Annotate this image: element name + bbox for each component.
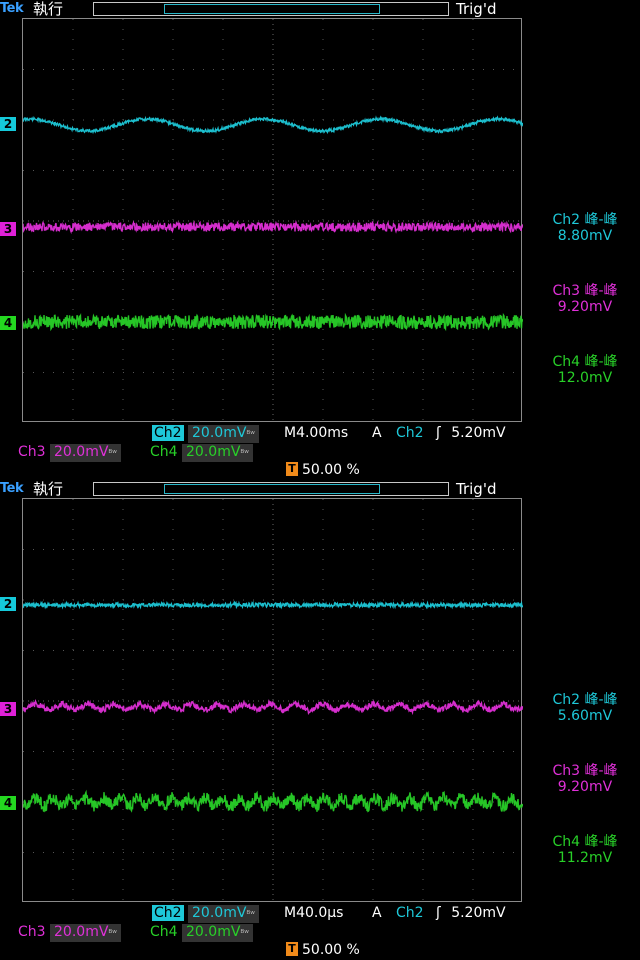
brand-logo: Tek	[0, 481, 24, 496]
ch3-label: Ch3	[18, 924, 46, 940]
ch3-waveform	[23, 699, 523, 716]
ch2-scale: 20.0mVᴮʷ	[188, 905, 259, 923]
ch2-label: Ch2	[152, 425, 184, 441]
ch2-waveform	[23, 115, 523, 135]
ch2-scale-value: 20.0mV	[192, 425, 247, 441]
ch4-scale-value: 20.0mV	[186, 444, 241, 460]
ch3-scale: 20.0mVᴮʷ	[50, 924, 121, 942]
ch2-scale: 20.0mVᴮʷ	[188, 425, 259, 443]
trigger-level: 5.20mV	[451, 425, 506, 441]
ch3-ground-marker[interactable]: 3	[0, 702, 16, 716]
ch3-label: Ch3	[18, 444, 46, 460]
trigger-level: 5.20mV	[451, 905, 506, 921]
trigger-position-readout[interactable]: T 50.00 %	[286, 942, 360, 958]
trigger-mode: A	[372, 905, 382, 921]
graticule-grid	[23, 499, 523, 903]
graticule-grid	[23, 19, 523, 423]
ch4-scale: 20.0mVᴮʷ	[182, 924, 253, 942]
ch2-status-readout[interactable]: Ch2 20.0mVᴮʷ	[152, 905, 259, 923]
bandwidth-limit-icon: ᴮʷ	[240, 929, 249, 939]
acquisition-mode: 執行	[33, 0, 64, 18]
ch4-status-readout[interactable]: Ch4 20.0mVᴮʷ	[150, 924, 253, 942]
ch2-scale-value: 20.0mV	[192, 905, 247, 921]
status-header: Tek 執行 Trig'd	[0, 480, 640, 498]
measurement-ch4-pk2pk: Ch4 峰-峰 12.0mV	[530, 354, 640, 386]
ch3-waveform	[23, 219, 523, 235]
trigger-t-icon: T	[286, 942, 298, 956]
measurement-value: 9.20mV	[557, 299, 613, 315]
timebase-readout[interactable]: M40.0µs	[284, 905, 344, 921]
ch4-waveform	[23, 789, 523, 813]
record-length-bar[interactable]	[93, 482, 449, 496]
waveform-graticule	[22, 498, 523, 903]
trigger-source: Ch2	[396, 905, 424, 921]
measurement-ch2-pk2pk: Ch2 峰-峰 5.60mV	[530, 692, 640, 724]
measurement-label: Ch3 峰-峰	[552, 763, 618, 779]
record-view-window[interactable]	[164, 4, 380, 14]
ch3-ground-marker[interactable]: 3	[0, 222, 16, 236]
trigger-status: Trig'd	[456, 480, 497, 498]
ch2-label: Ch2	[152, 905, 184, 921]
waveform-graticule	[22, 18, 523, 423]
trigger-readout[interactable]: A Ch2 ʃ 5.20mV	[372, 905, 506, 921]
ch3-status-readout[interactable]: Ch3 20.0mVᴮʷ	[18, 444, 121, 462]
measurement-label: Ch4 峰-峰	[552, 834, 618, 850]
trigger-status: Trig'd	[456, 0, 497, 18]
ch2-ground-marker[interactable]: 2	[0, 597, 16, 611]
scope-screen-top: Tek 執行 Trig'd T 2 3 4 Ch2 峰-峰 8.80mV Ch3…	[0, 0, 640, 478]
acquisition-mode: 執行	[33, 480, 64, 498]
bandwidth-limit-icon: ᴮʷ	[240, 449, 249, 459]
ch4-status-readout[interactable]: Ch4 20.0mVᴮʷ	[150, 444, 253, 462]
ch2-waveform	[23, 600, 523, 610]
trigger-position-value: 50.00 %	[302, 462, 360, 478]
measurement-value: 8.80mV	[557, 228, 613, 244]
bandwidth-limit-icon: ᴮʷ	[108, 929, 117, 939]
measurement-ch3-pk2pk: Ch3 峰-峰 9.20mV	[530, 763, 640, 795]
waveform-display	[23, 499, 523, 903]
ch3-scale-value: 20.0mV	[54, 924, 109, 940]
ch4-waveform	[23, 312, 523, 332]
bandwidth-limit-icon: ᴮʷ	[246, 430, 255, 440]
trigger-position-value: 50.00 %	[302, 942, 360, 958]
bandwidth-limit-icon: ᴮʷ	[108, 449, 117, 459]
measurement-ch3-pk2pk: Ch3 峰-峰 9.20mV	[530, 283, 640, 315]
ch3-scale: 20.0mVᴮʷ	[50, 444, 121, 462]
measurement-ch2-pk2pk: Ch2 峰-峰 8.80mV	[530, 212, 640, 244]
trigger-position-readout[interactable]: T 50.00 %	[286, 462, 360, 478]
measurement-label: Ch3 峰-峰	[552, 283, 618, 299]
status-header: Tek 執行 Trig'd	[0, 0, 640, 18]
ch4-ground-marker[interactable]: 4	[0, 316, 16, 330]
measurement-value: 9.20mV	[557, 779, 613, 795]
ch2-ground-marker[interactable]: 2	[0, 117, 16, 131]
record-view-window[interactable]	[164, 484, 380, 494]
ch4-scale: 20.0mVᴮʷ	[182, 444, 253, 462]
ch3-status-readout[interactable]: Ch3 20.0mVᴮʷ	[18, 924, 121, 942]
ch4-scale-value: 20.0mV	[186, 924, 241, 940]
measurement-label: Ch2 峰-峰	[552, 692, 618, 708]
ch3-scale-value: 20.0mV	[54, 444, 109, 460]
measurement-label: Ch2 峰-峰	[552, 212, 618, 228]
brand-logo: Tek	[0, 1, 24, 16]
rising-edge-icon: ʃ	[436, 905, 441, 921]
measurement-value: 5.60mV	[557, 708, 613, 724]
scope-screen-bottom: Tek 執行 Trig'd T 2 3 4 Ch2 峰-峰 5.60mV Ch3…	[0, 480, 640, 960]
timebase-readout[interactable]: M4.00ms	[284, 425, 349, 441]
trigger-readout[interactable]: A Ch2 ʃ 5.20mV	[372, 425, 506, 441]
trigger-source: Ch2	[396, 425, 424, 441]
ch4-ground-marker[interactable]: 4	[0, 796, 16, 810]
trigger-t-icon: T	[286, 462, 298, 476]
bandwidth-limit-icon: ᴮʷ	[246, 910, 255, 920]
trigger-mode: A	[372, 425, 382, 441]
measurement-value: 11.2mV	[557, 850, 613, 866]
ch4-label: Ch4	[150, 444, 178, 460]
measurement-label: Ch4 峰-峰	[552, 354, 618, 370]
measurement-ch4-pk2pk: Ch4 峰-峰 11.2mV	[530, 834, 640, 866]
measurement-value: 12.0mV	[557, 370, 613, 386]
record-length-bar[interactable]	[93, 2, 449, 16]
rising-edge-icon: ʃ	[436, 425, 441, 441]
ch4-label: Ch4	[150, 924, 178, 940]
waveform-display	[23, 19, 523, 423]
ch2-status-readout[interactable]: Ch2 20.0mVᴮʷ	[152, 425, 259, 443]
